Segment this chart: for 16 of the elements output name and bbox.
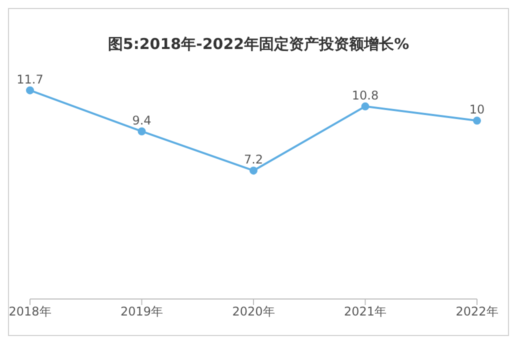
data-label: 10.8 — [352, 88, 379, 102]
x-tick-label: 2018年 — [8, 304, 52, 319]
data-label: 10 — [469, 102, 485, 117]
x-tick-label: 2020年 — [232, 304, 275, 319]
data-label: 11.7 — [16, 72, 44, 86]
data-label: 9.4 — [132, 113, 152, 128]
point — [473, 116, 481, 125]
point — [361, 102, 370, 110]
x-tick-label: 2019年 — [120, 304, 164, 319]
point — [26, 86, 34, 94]
point — [250, 166, 258, 175]
x-tick-label: 2021年 — [344, 304, 387, 319]
x-tick-label: 2022年 — [456, 304, 498, 319]
data-label: 7.2 — [244, 152, 264, 167]
point — [138, 127, 146, 136]
chart-title: 图5:2018年-2022年固定资产投资额增长% — [106, 35, 410, 55]
